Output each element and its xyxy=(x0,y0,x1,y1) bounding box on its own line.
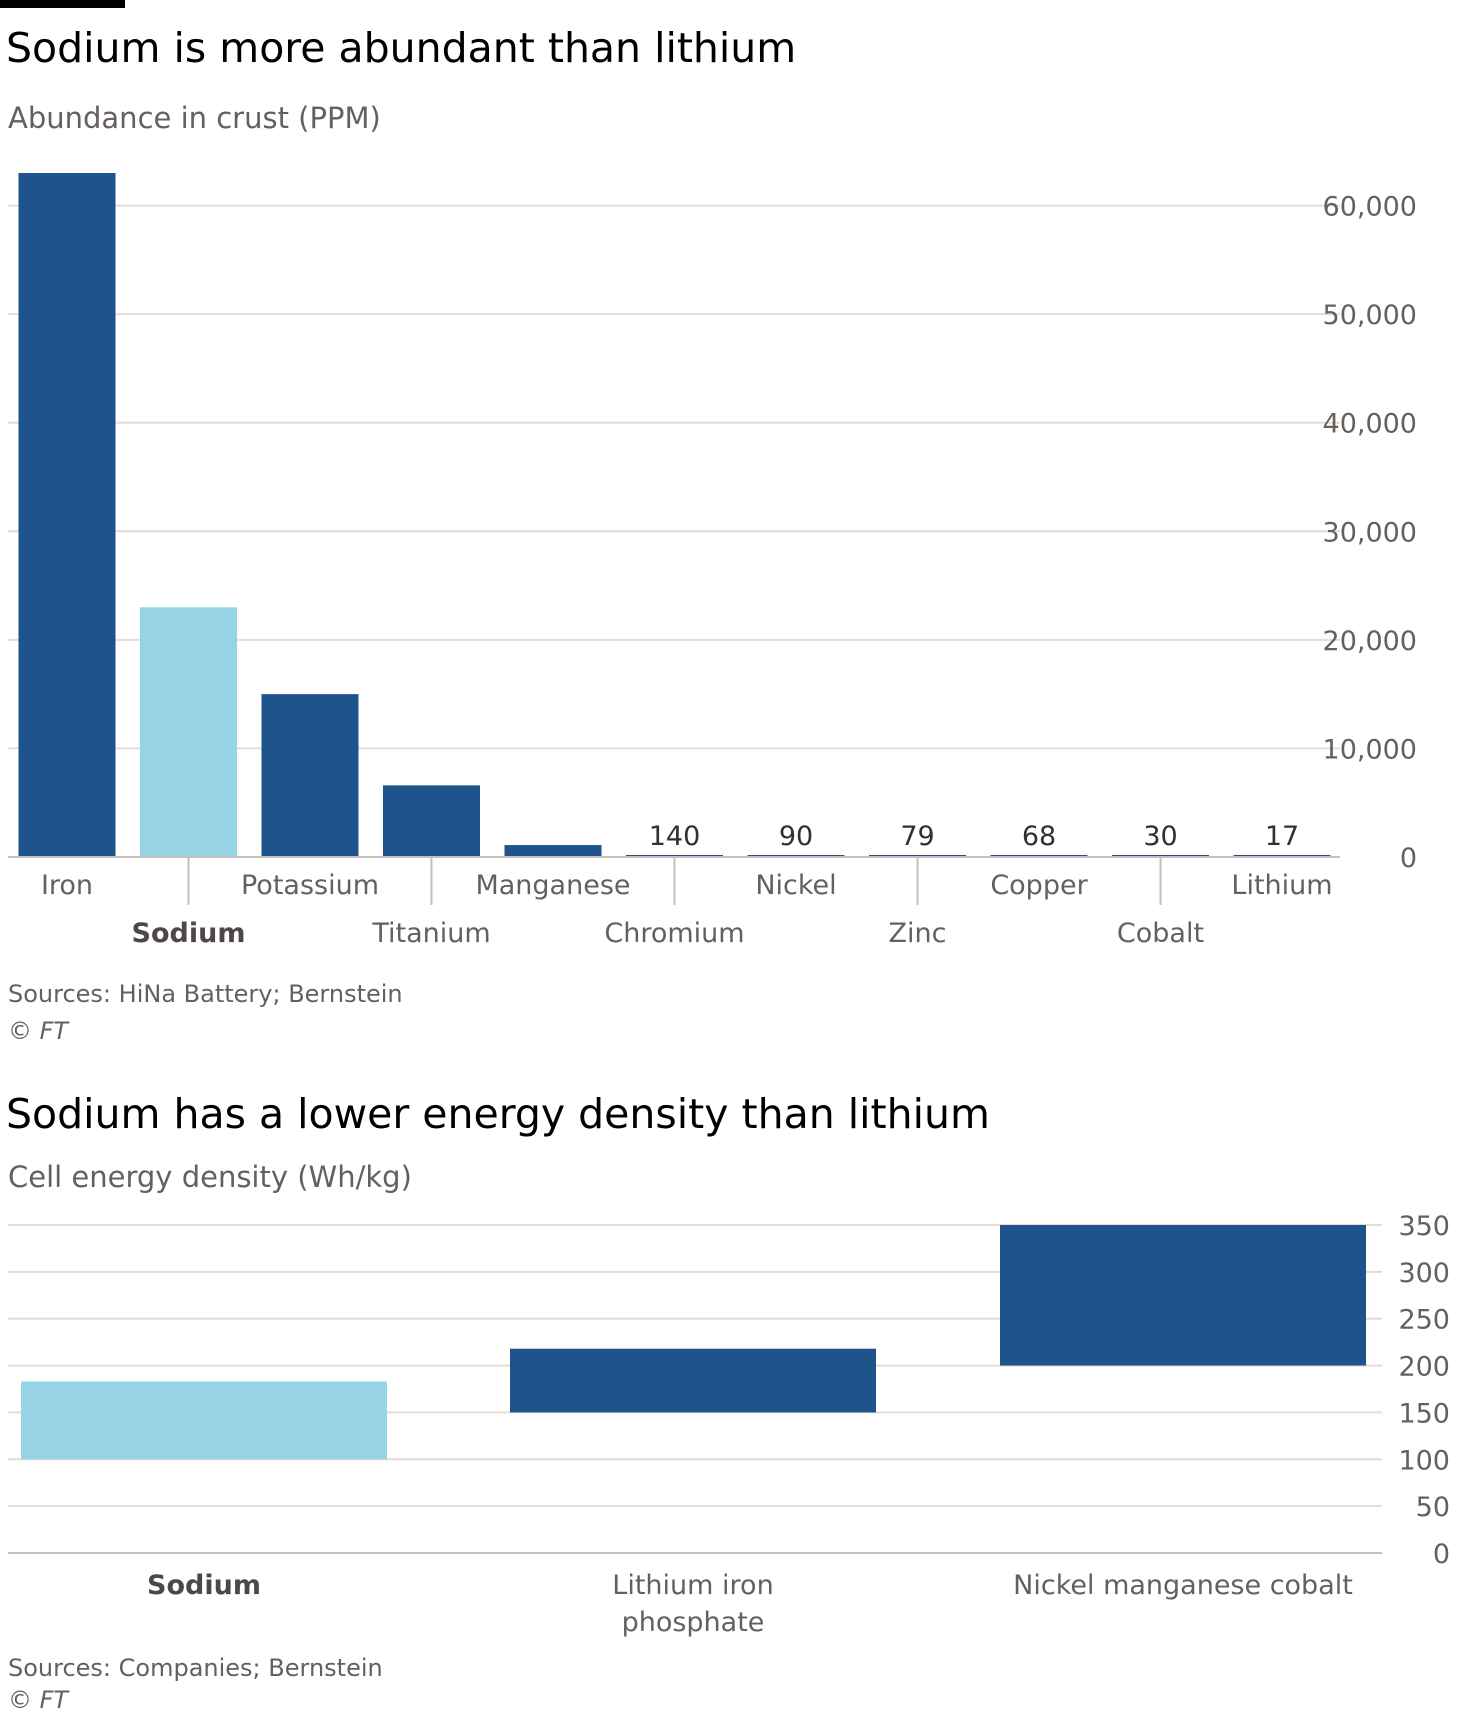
y-tick-label: 50,000 xyxy=(1323,300,1417,331)
x-tick-label: Lithium iron phosphate xyxy=(612,1570,773,1638)
energy-density-range-chart: 0 50 100 150 200 250 300 350 Sodium Lithium iron p… xyxy=(8,1211,1450,1638)
y-tick-label: 40,000 xyxy=(1323,409,1417,440)
y-tick-label: 250 xyxy=(1398,1305,1450,1336)
y-tick-label: 20,000 xyxy=(1323,626,1417,657)
chart-1-title: Sodium is more abundant than lithium xyxy=(6,24,797,72)
chart-2-source: Sources: Companies; Bernstein xyxy=(8,1654,383,1682)
y-tick-label: 0 xyxy=(1400,843,1417,874)
range-bar-nickel-manganese-cobalt xyxy=(1000,1225,1366,1366)
y-tick-label: 350 xyxy=(1398,1211,1450,1242)
y-tick-label: 50 xyxy=(1416,1492,1450,1523)
data-label: 79 xyxy=(900,821,934,852)
bar-sodium xyxy=(140,607,237,857)
y-tick-label: 100 xyxy=(1398,1445,1450,1476)
bar-potassium xyxy=(261,694,359,857)
data-label: 68 xyxy=(1022,821,1056,852)
x-tick-label: Nickel xyxy=(755,870,836,901)
x-tick-label: Chromium xyxy=(604,918,744,949)
chart-1-subtitle: Abundance in crust (PPM) xyxy=(8,101,381,135)
y-tick-label: 300 xyxy=(1398,1258,1450,1289)
y-tick-label: 150 xyxy=(1398,1398,1450,1429)
x-tick-label: Copper xyxy=(990,870,1088,901)
top-rule xyxy=(0,0,125,8)
x-tick-label: Titanium xyxy=(371,918,490,949)
x-tick-label: Manganese xyxy=(475,870,630,901)
y-tick-label: 200 xyxy=(1398,1352,1450,1383)
data-label: 30 xyxy=(1143,821,1177,852)
chart-1-source: Sources: HiNa Battery; Bernstein xyxy=(8,980,403,1008)
chart-1-credit: © FT xyxy=(8,1017,69,1045)
y-tick-label: 60,000 xyxy=(1323,192,1417,223)
data-label: 90 xyxy=(779,821,813,852)
x-tick-label: Potassium xyxy=(241,870,379,901)
chart-2-credit: © FT xyxy=(8,1686,69,1714)
chart-2-title: Sodium has a lower energy density than l… xyxy=(6,1090,990,1138)
bar-manganese xyxy=(504,845,602,857)
bar-titanium xyxy=(383,785,480,857)
y-tick-label: 10,000 xyxy=(1323,734,1417,765)
x-tick-label: Cobalt xyxy=(1117,918,1204,949)
bar-iron xyxy=(18,173,116,857)
range-bar-sodium xyxy=(21,1381,387,1460)
abundance-bar-chart: 0 10,000 20,000 30,000 40,000 50,000 60,000 Iro… xyxy=(8,173,1417,949)
range-bar-lithium-iron-phosphate xyxy=(510,1348,876,1413)
chart-2-subtitle: Cell energy density (Wh/kg) xyxy=(8,1160,412,1194)
x-tick-label: Sodium xyxy=(147,1570,261,1601)
y-tick-label: 30,000 xyxy=(1323,517,1417,548)
y-tick-label: 0 xyxy=(1433,1539,1450,1570)
x-tick-label: Sodium xyxy=(132,918,246,949)
data-label: 140 xyxy=(649,821,701,852)
x-tick-label: Nickel manganese cobalt xyxy=(1013,1570,1353,1601)
x-tick-label: Lithium xyxy=(1231,870,1332,901)
x-tick-label: Iron xyxy=(41,870,93,901)
data-label: 17 xyxy=(1265,821,1299,852)
x-tick-label: Zinc xyxy=(889,918,947,949)
